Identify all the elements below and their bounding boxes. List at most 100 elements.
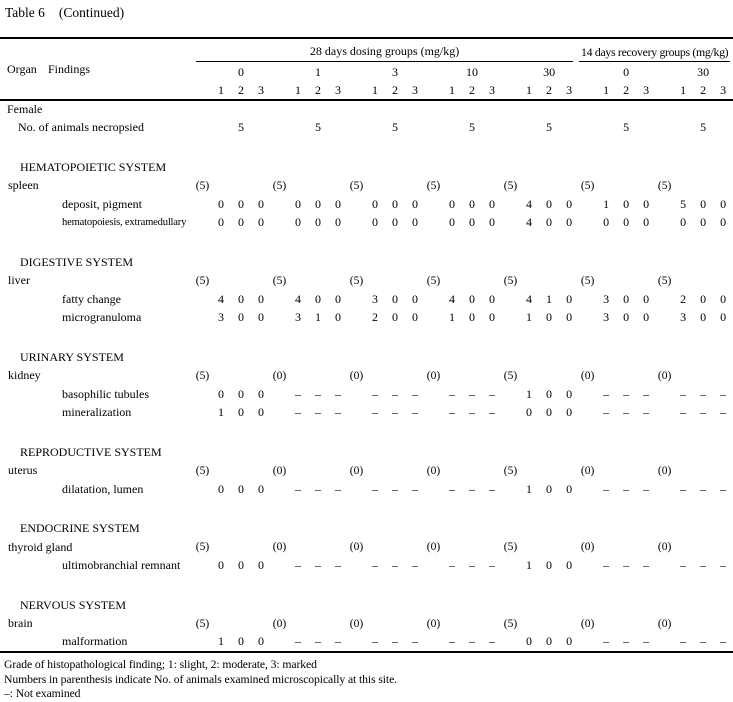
empty-cell <box>348 195 365 214</box>
grade-cell: 1 <box>526 310 532 325</box>
grade-cell: 0 <box>392 291 398 306</box>
spacer-cell <box>348 62 365 82</box>
spacer-cell <box>425 82 442 101</box>
empty-cell <box>442 119 462 138</box>
examined-count-cell: (0) <box>349 541 364 554</box>
grade-cell: 0 <box>526 405 532 420</box>
grade-cell: 0 <box>603 215 610 230</box>
empty-cell <box>579 480 596 499</box>
empty-cell <box>579 557 596 576</box>
grade-cell: – <box>392 405 398 420</box>
empty-cell <box>348 290 365 309</box>
grade-column-label: 2 <box>308 82 328 101</box>
dose-level-row: 0 1 3 10 30 0 30 <box>0 62 733 82</box>
dose-level-label: 0 <box>238 64 244 79</box>
examined-count-cell: (5) <box>580 274 595 287</box>
table-body: Female No. of animals necropsied 5 5 5 5 5 5 5 HE… <box>0 100 733 652</box>
empty-cell <box>271 557 288 576</box>
section-row: ENDOCRINE SYSTEM <box>0 520 733 539</box>
spacer-cell <box>579 82 597 101</box>
empty-cell <box>673 615 733 634</box>
empty-cell <box>194 480 211 499</box>
empty-cell <box>328 119 348 138</box>
grade-cell: – <box>489 405 495 420</box>
grade-cell: – <box>623 634 630 649</box>
empty-cell <box>502 557 519 576</box>
grade-cell: – <box>623 558 630 573</box>
empty-cell <box>673 367 733 386</box>
examined-count-cell: (5) <box>503 274 518 287</box>
grade-cell: – <box>295 481 301 496</box>
grade-cell: 0 <box>489 291 495 306</box>
grade-cell: 1 <box>526 558 532 573</box>
grade-cell: 4 <box>295 291 301 306</box>
empty-cell <box>211 119 231 138</box>
empty-cell <box>271 309 288 328</box>
grade-cell: – <box>335 558 341 573</box>
grade-cell: 0 <box>392 215 398 230</box>
examined-count-cell: (5) <box>503 179 518 192</box>
empty-cell <box>519 538 579 557</box>
spacer-row <box>0 232 733 253</box>
empty-cell <box>656 309 673 328</box>
dose-level-label: 3 <box>392 64 398 79</box>
empty-cell <box>348 309 365 328</box>
grade-cell: – <box>720 634 727 649</box>
grade-cell: 0 <box>546 558 552 573</box>
empty-cell <box>442 462 502 481</box>
examined-count-cell: (0) <box>426 369 441 382</box>
empty-cell <box>425 309 442 328</box>
empty-cell <box>502 480 519 499</box>
grade-cell: – <box>392 481 398 496</box>
grade-cell: 3 <box>680 310 687 325</box>
grade-cell: 2 <box>372 310 378 325</box>
empty-cell <box>656 633 673 652</box>
section-row-label: DIGESTIVE SYSTEM <box>20 254 133 269</box>
organ-row: kidney (5) (0) (0) (0) (5) (0) (0) <box>0 367 733 386</box>
grade-cell: 0 <box>700 291 707 306</box>
examined-count-cell: (0) <box>349 369 364 382</box>
grade-cell: – <box>700 405 707 420</box>
grade-cell: – <box>315 405 321 420</box>
empty-cell <box>194 633 211 652</box>
grade-cell: 0 <box>546 215 552 230</box>
section-row-label: URINARY SYSTEM <box>20 349 124 364</box>
examined-count-cell: (5) <box>580 179 595 192</box>
empty-cell <box>288 272 348 291</box>
empty-cell <box>211 615 271 634</box>
examined-count-cell: (0) <box>426 617 441 630</box>
grade-cell: – <box>700 386 707 401</box>
grade-cell: 4 <box>526 215 532 230</box>
grade-cell: 1 <box>526 386 532 401</box>
footnote-parenthesis-note: Numbers in parenthesis indicate No. of a… <box>4 672 397 686</box>
finding-row: basophilic tubules 0 0 0– – – – – – – – –1 0 0– – – – – – <box>0 385 733 404</box>
empty-cell <box>656 290 673 309</box>
animal-count-cell: 5 <box>238 120 244 135</box>
organ-label: brain <box>8 616 33 631</box>
empty-cell <box>579 119 596 138</box>
empty-cell <box>425 633 442 652</box>
organ-label: thyroid gland <box>8 539 73 554</box>
grade-cell: 1 <box>526 481 532 496</box>
grade-cell: 0 <box>469 310 475 325</box>
grade-column-label: 2 <box>693 82 714 101</box>
dosing-groups-header: 28 days dosing groups (mg/kg) <box>196 45 574 62</box>
table-header: Organ Findings 28 days dosing groups (mg/k… <box>0 38 733 101</box>
spacer-cell <box>502 62 519 82</box>
empty-cell <box>656 214 673 233</box>
examined-count-cell: (5) <box>195 274 210 287</box>
grade-cell: – <box>700 634 707 649</box>
grade-column-label: 2 <box>385 82 405 101</box>
grade-cell: – <box>469 405 475 420</box>
examined-count-cell: (5) <box>503 617 518 630</box>
empty-cell <box>579 385 596 404</box>
dose-level-label: 30 <box>543 64 556 79</box>
grade-cell: – <box>603 386 610 401</box>
recovery-groups-header-cell: 14 days recovery groups (mg/kg) <box>579 38 733 62</box>
grade-column-label: 3 <box>636 82 657 101</box>
dose-level-label: 10 <box>466 64 478 79</box>
grade-cell: 0 <box>720 196 727 211</box>
empty-cell <box>271 633 288 652</box>
empty-cell <box>365 367 425 386</box>
grade-cell: 0 <box>315 196 321 211</box>
